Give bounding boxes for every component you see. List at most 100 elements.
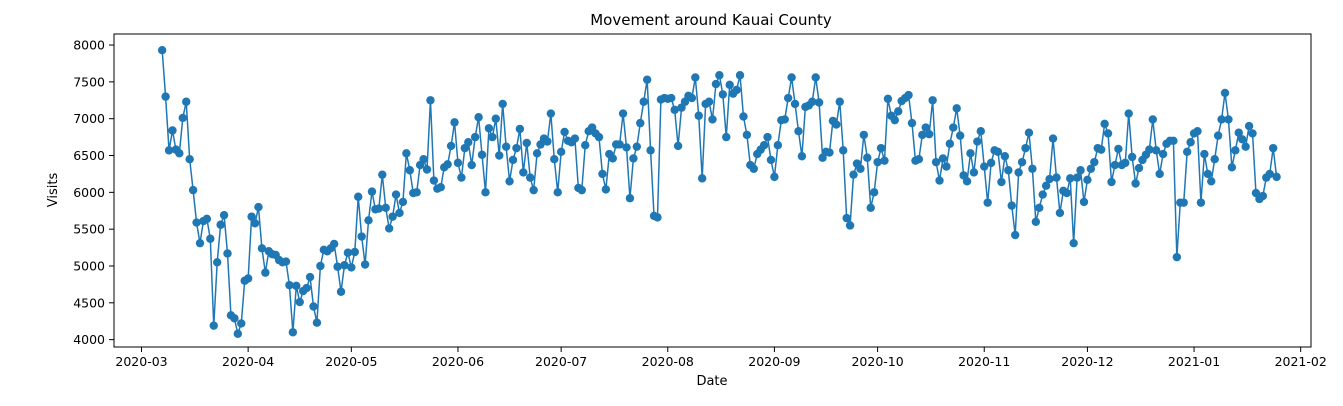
data-point xyxy=(484,124,494,133)
data-point xyxy=(1004,166,1013,175)
data-point xyxy=(474,113,483,122)
data-point xyxy=(993,147,1003,157)
data-point xyxy=(233,329,243,338)
data-point xyxy=(1110,160,1120,170)
data-point xyxy=(395,208,404,218)
data-point xyxy=(749,164,758,173)
data-point xyxy=(285,280,294,290)
data-point xyxy=(725,80,734,90)
data-point xyxy=(192,218,201,227)
data-point xyxy=(1028,164,1037,173)
data-point xyxy=(470,132,480,142)
data-point xyxy=(202,214,212,224)
data-point xyxy=(305,272,315,282)
data-point xyxy=(935,176,944,185)
data-point xyxy=(907,118,917,128)
data-point xyxy=(1265,169,1274,179)
data-point xyxy=(515,124,525,134)
data-point xyxy=(1069,238,1078,248)
data-point xyxy=(1072,173,1082,182)
data-point xyxy=(1083,175,1092,185)
x-tick-label: 2020-03 xyxy=(115,354,167,369)
y-tick-label: 7500 xyxy=(73,74,105,89)
data-point xyxy=(1241,142,1250,151)
data-point xyxy=(863,153,872,162)
data-point xyxy=(1179,198,1188,207)
data-point xyxy=(783,93,793,103)
data-point xyxy=(553,188,562,197)
data-point xyxy=(1055,208,1065,218)
data-point xyxy=(209,321,218,330)
data-point xyxy=(450,118,459,127)
chart-title: Movement around Kauai County xyxy=(590,11,832,29)
data-point xyxy=(629,154,638,163)
data-point xyxy=(849,170,858,179)
data-point xyxy=(429,176,439,185)
data-point xyxy=(625,194,635,203)
data-point xyxy=(770,172,779,182)
data-point xyxy=(1234,128,1243,137)
data-point xyxy=(230,314,239,323)
data-point xyxy=(1145,145,1154,154)
data-point xyxy=(384,224,394,233)
data-point xyxy=(347,263,356,272)
x-axis-title: Date xyxy=(696,374,727,389)
data-point xyxy=(168,126,177,135)
data-point xyxy=(973,137,982,146)
data-point xyxy=(257,244,267,253)
data-point xyxy=(316,261,325,271)
data-point xyxy=(237,319,246,328)
y-tick-label: 4500 xyxy=(73,295,105,310)
data-point xyxy=(1066,174,1075,183)
data-point xyxy=(983,198,992,207)
data-point xyxy=(1155,169,1164,179)
y-tick-label: 4000 xyxy=(73,332,105,347)
data-point xyxy=(1100,119,1109,129)
data-point xyxy=(556,147,566,157)
x-tick-label: 2021-01 xyxy=(1168,354,1220,369)
data-point xyxy=(646,146,655,155)
data-point xyxy=(880,156,889,165)
y-tick-label: 6500 xyxy=(73,148,105,163)
data-point xyxy=(309,302,318,311)
data-point xyxy=(986,158,996,168)
data-point xyxy=(1217,115,1226,124)
data-point xyxy=(543,137,552,146)
data-point xyxy=(501,142,511,151)
data-point xyxy=(1038,190,1047,199)
data-point xyxy=(1193,127,1202,136)
data-point xyxy=(354,192,363,201)
data-point xyxy=(219,210,229,220)
data-point xyxy=(495,151,504,160)
data-point xyxy=(175,149,184,158)
data-point xyxy=(1213,131,1223,140)
data-point xyxy=(808,97,817,106)
data-point xyxy=(1062,188,1071,198)
data-point xyxy=(1086,164,1096,173)
y-axis: 4000 4500 5000 5500 6000 6500 7000 7500 8000 xyxy=(73,38,114,347)
data-point xyxy=(832,120,841,129)
data-point xyxy=(333,262,342,271)
data-point xyxy=(360,260,370,269)
y-tick-label: 6000 xyxy=(73,185,105,200)
y-tick-label: 7000 xyxy=(73,111,105,126)
data-point xyxy=(1158,149,1168,159)
data-point xyxy=(453,158,463,168)
data-point xyxy=(1103,129,1113,138)
data-point xyxy=(508,155,518,165)
data-point xyxy=(378,170,387,179)
data-point xyxy=(560,127,569,137)
data-point xyxy=(412,188,421,197)
data-point xyxy=(422,165,432,174)
data-point xyxy=(1048,134,1058,143)
plot-frame xyxy=(113,33,1312,348)
x-tick-label: 2020-10 xyxy=(851,354,903,369)
data-point xyxy=(1207,177,1216,186)
data-point xyxy=(529,185,538,195)
data-point xyxy=(1045,174,1054,184)
data-point xyxy=(790,99,800,109)
y-tick-label: 5500 xyxy=(73,222,105,237)
data-point xyxy=(312,318,322,327)
y-axis-title: Visits xyxy=(46,173,61,208)
